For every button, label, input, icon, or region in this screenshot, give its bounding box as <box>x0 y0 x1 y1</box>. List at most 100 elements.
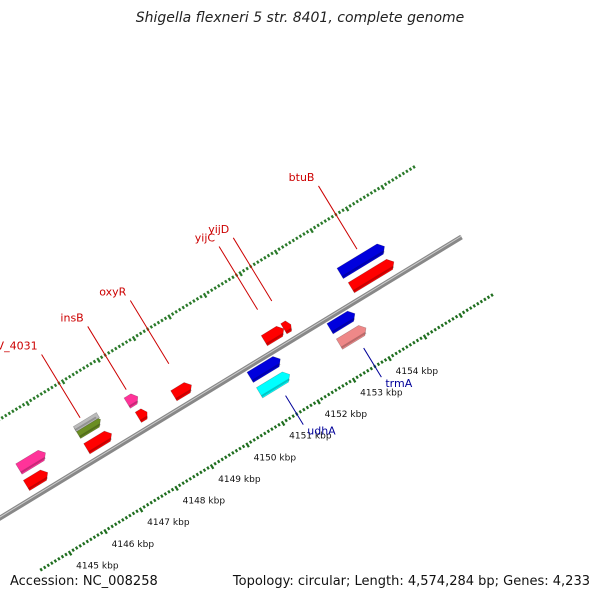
forward-tick <box>241 268 246 273</box>
gene-feature-f5b[interactable] <box>72 412 100 433</box>
gene-feature-shade <box>88 437 113 453</box>
forward-tick <box>7 411 12 416</box>
gene-feature-f7[interactable] <box>134 408 148 423</box>
reverse-tick <box>337 386 342 390</box>
reverse-tick <box>437 325 441 330</box>
forward-tick <box>124 340 129 344</box>
forward-tick <box>323 219 327 223</box>
reverse-tick <box>284 418 288 423</box>
gene-feature-f10[interactable] <box>255 371 291 399</box>
gene-feature-f15[interactable] <box>336 243 385 280</box>
forward-tick <box>28 398 33 403</box>
forward-tick <box>35 394 40 398</box>
forward-tick <box>138 331 143 336</box>
reverse-tick <box>231 451 235 455</box>
reverse-tick <box>103 528 108 535</box>
forward-tick <box>142 329 146 334</box>
gene-feature-f6[interactable] <box>123 393 139 409</box>
reverse-tick <box>160 494 164 498</box>
forward-tick <box>209 288 214 293</box>
gene-label-yijd[interactable]: yijD <box>208 223 229 236</box>
reverse-tick <box>319 396 324 401</box>
reverse-tick <box>422 334 428 340</box>
gene-label-leader <box>41 354 81 418</box>
gene-feature-f12[interactable] <box>280 320 292 335</box>
forward-tick <box>341 208 345 213</box>
reverse-tick <box>245 442 250 448</box>
scale-tick-label: 4148 kbp <box>183 497 226 507</box>
reverse-tick <box>376 362 381 367</box>
reverse-tick <box>312 401 317 406</box>
gene-label-udha[interactable]: udhA <box>307 425 336 438</box>
forward-tick <box>373 188 377 193</box>
gene-label-insb[interactable]: insB <box>60 311 83 324</box>
reverse-tick <box>447 319 452 323</box>
forward-tick <box>128 338 132 342</box>
forward-tick <box>0 415 4 420</box>
gene-feature-f2[interactable] <box>15 449 46 475</box>
reverse-tick <box>71 548 75 553</box>
gene-feature-f1[interactable] <box>22 469 49 492</box>
reverse-tick <box>184 479 189 483</box>
reverse-tick <box>192 474 196 479</box>
gene-feature-f4[interactable] <box>83 430 112 455</box>
gene-label-trma[interactable]: trmA <box>385 377 412 390</box>
forward-tick <box>174 309 178 314</box>
reverse-tick <box>458 312 463 319</box>
forward-tick <box>43 389 47 394</box>
gene-label-btub[interactable]: btuB <box>289 171 315 184</box>
forward-tick <box>302 232 306 236</box>
reverse-tick <box>383 358 388 362</box>
forward-tick <box>39 392 43 396</box>
reverse-tick <box>270 427 274 431</box>
forward-tick <box>319 221 324 226</box>
reverse-tick <box>334 388 338 393</box>
gene-label-yijc[interactable]: yijC <box>195 231 216 244</box>
forward-tick <box>387 180 391 184</box>
forward-tick <box>309 227 314 234</box>
forward-tick <box>96 357 101 363</box>
forward-tick <box>181 305 185 310</box>
forward-tick <box>408 167 413 172</box>
gene-feature-f14[interactable] <box>335 325 367 350</box>
reverse-tick <box>248 440 253 444</box>
forward-tick <box>156 320 161 325</box>
forward-tick <box>131 335 137 342</box>
gene-feature-f11[interactable] <box>260 325 285 347</box>
forward-tick <box>273 249 279 255</box>
forward-tick <box>110 348 114 353</box>
forward-tick <box>202 292 208 299</box>
reverse-tick <box>206 466 210 470</box>
tick-layer: 4145 kbp 4146 kbp 4147 kbp 4148 kbp 4149 kbp… <box>0 165 494 572</box>
reverse-tick <box>358 373 363 377</box>
reverse-tick <box>216 459 221 464</box>
forward-tick <box>327 217 331 221</box>
gene-feature-f9[interactable] <box>246 356 281 383</box>
forward-tick <box>220 281 225 286</box>
reverse-tick <box>330 390 334 395</box>
forward-tick <box>398 173 402 178</box>
forward-tick <box>32 396 36 401</box>
forward-tick <box>394 175 398 180</box>
gene-label-sfv_4031[interactable]: SFV_4031 <box>0 340 38 353</box>
reverse-tick <box>273 425 278 429</box>
forward-tick <box>217 284 221 288</box>
reverse-tick <box>412 340 416 345</box>
gene-feature-f16[interactable] <box>347 258 395 294</box>
reverse-tick <box>355 375 359 380</box>
reverse-tick <box>181 481 185 486</box>
reverse-tick <box>170 487 175 492</box>
gene-feature-f13[interactable] <box>326 310 356 335</box>
forward-tick <box>412 165 416 169</box>
backbone-layer <box>0 234 463 521</box>
gene-feature-f8[interactable] <box>170 382 192 402</box>
genome-backbone-highlight <box>0 235 462 518</box>
reverse-tick <box>486 295 491 300</box>
gene-label-oxyr[interactable]: oxyR <box>99 286 126 299</box>
gene-feature-shade <box>251 363 281 382</box>
forward-tick <box>295 236 299 241</box>
reverse-tick <box>78 543 82 548</box>
reverse-tick <box>224 455 228 460</box>
reverse-tick <box>472 304 476 308</box>
